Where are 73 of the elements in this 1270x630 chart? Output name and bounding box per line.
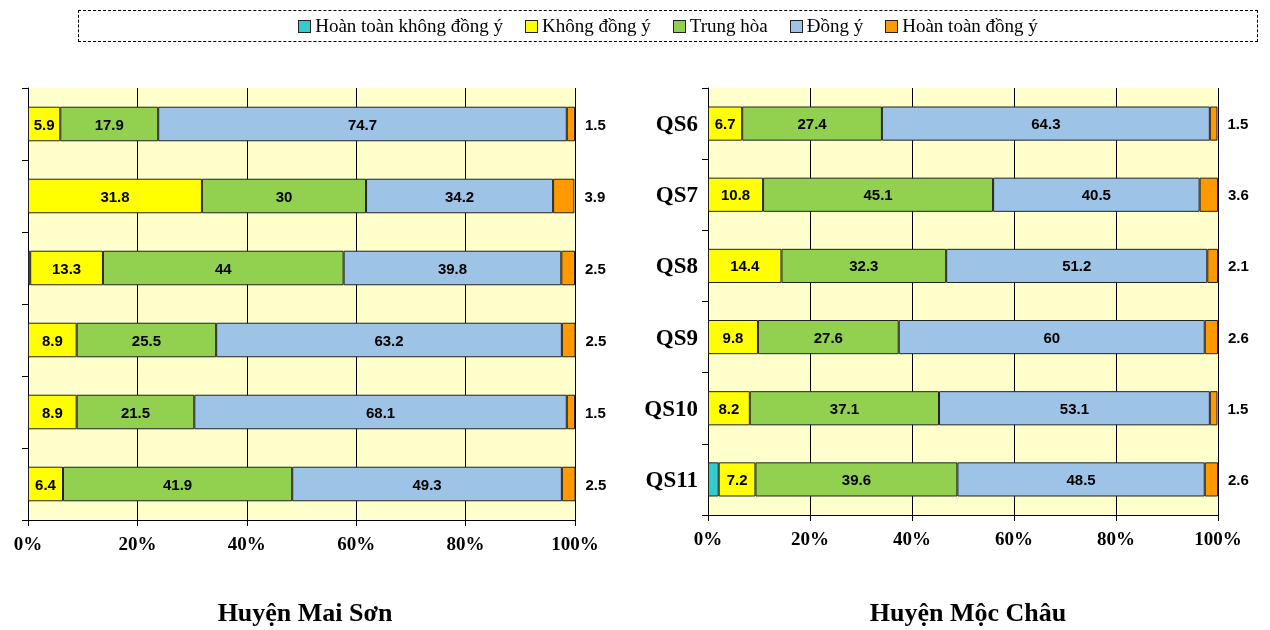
data-label: 2.6: [1228, 328, 1249, 346]
text: Huyện Mai Sơn: [217, 597, 393, 627]
x-tick-label: 0%: [693, 528, 723, 549]
x-tick-label: 20%: [791, 528, 829, 549]
data-label: 39.8: [437, 259, 468, 277]
data-label: 34.2: [444, 187, 475, 205]
data-label: 64.3: [1031, 115, 1061, 133]
x-tick-label: 40%: [893, 528, 931, 549]
y-tick-label: QS11: [645, 466, 698, 492]
data-label: 48.5: [1066, 470, 1096, 488]
data-label: 39.6: [841, 470, 872, 488]
legend-label: Hoàn toàn đồng ý: [902, 15, 1038, 37]
text: Huyện Mộc Châu: [869, 597, 1067, 627]
x-tick-label: 60%: [337, 533, 376, 554]
y-tick-label: QS10: [644, 395, 698, 421]
data-label: 2.5: [585, 259, 606, 277]
data-label: 45.1: [863, 186, 893, 204]
y-tick-label: QS7: [655, 182, 698, 208]
data-label: 53.1: [1059, 399, 1090, 417]
data-label: 2.6: [1228, 470, 1249, 488]
data-label: 74.7: [347, 115, 378, 133]
x-tick-label: 100%: [1194, 528, 1242, 549]
legend-label: Trung hòa: [689, 15, 768, 37]
data-label: 63.2: [374, 331, 404, 349]
data-label: 3.6: [1228, 186, 1249, 204]
x-tick-label: 60%: [995, 528, 1033, 549]
data-label: 49.3: [412, 475, 442, 493]
data-label: 27.4: [797, 115, 828, 133]
data-label: 17.9: [94, 115, 124, 133]
data-label: 68.1: [365, 403, 396, 421]
data-label: 6.7: [714, 115, 736, 133]
data-label: 37.1: [829, 399, 860, 417]
data-label: 41.9: [163, 475, 193, 493]
x-tick-label: 80%: [1097, 528, 1135, 549]
data-label: 2.1: [1228, 257, 1249, 275]
data-label: 1.5: [585, 115, 606, 133]
y-tick-label: QS8: [655, 253, 698, 279]
data-label: 14.4: [730, 257, 760, 275]
data-label: 2.5: [585, 331, 607, 349]
legend-label: Đồng ý: [806, 15, 864, 37]
x-tick-label: 0%: [13, 533, 43, 554]
data-label: 9.8: [722, 328, 744, 346]
data-label: 7.2: [726, 470, 748, 488]
data-label: 8.9: [41, 403, 63, 421]
data-label: 31.8: [100, 187, 130, 205]
data-label: 44: [214, 259, 233, 277]
x-tick-label: 20%: [118, 533, 157, 554]
data-label: 6.4: [35, 475, 57, 493]
y-tick-label: QS6: [655, 111, 698, 137]
legend-label: Không đồng ý: [542, 15, 651, 37]
data-label: 10.8: [720, 186, 751, 204]
data-label: 5.9: [33, 115, 55, 133]
data-label: 60: [1043, 328, 1061, 346]
data-label: 3.9: [584, 187, 606, 205]
data-label: 51.2: [1062, 257, 1092, 275]
y-tick-label: QS9: [655, 324, 698, 350]
data-label: 27.6: [813, 328, 843, 346]
data-label: 1.5: [1227, 399, 1249, 417]
x-tick-label: 100%: [551, 533, 599, 554]
data-label: 1.5: [1227, 115, 1249, 133]
data-label: 13.3: [51, 259, 82, 277]
data-label: 30: [275, 187, 293, 205]
data-label: 25.5: [131, 331, 162, 349]
data-label: 21.5: [120, 403, 151, 421]
data-label: 8.9: [41, 331, 63, 349]
data-label: 8.2: [718, 399, 740, 417]
x-tick-label: 80%: [446, 533, 485, 554]
legend-label: Hoàn toàn không đồng ý: [315, 15, 504, 37]
data-label: 2.5: [585, 475, 607, 493]
data-label: 1.5: [585, 403, 606, 421]
data-label: 32.3: [849, 257, 879, 275]
data-label: 40.5: [1081, 186, 1111, 204]
x-tick-label: 40%: [227, 533, 266, 554]
